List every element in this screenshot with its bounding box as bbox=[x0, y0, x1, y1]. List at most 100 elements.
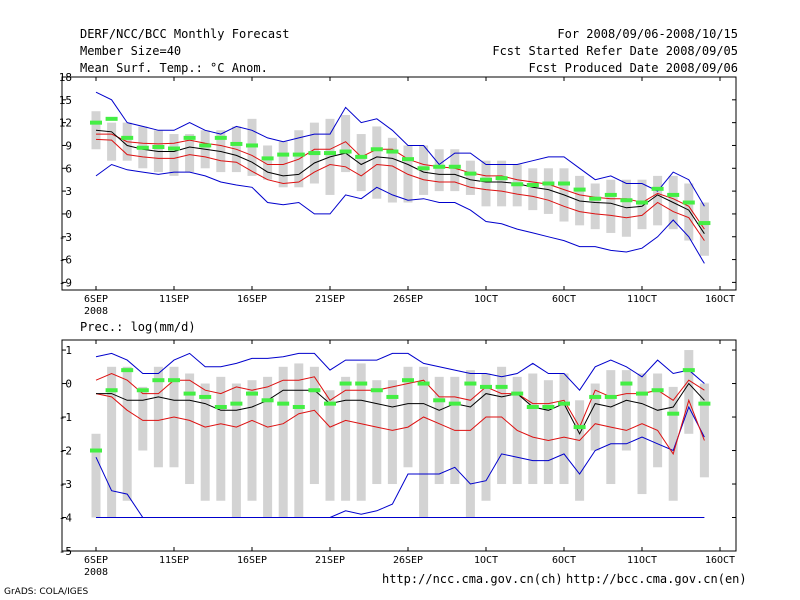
temperature-panel: -9 -6 -3 0 3 6 9 12 15 18 6SEP 11SEP 16SEP 21SEP 26SEP… bbox=[59, 71, 737, 317]
min-line bbox=[95, 163, 705, 264]
spread-box bbox=[543, 168, 553, 214]
median-marker bbox=[526, 404, 539, 409]
max-line bbox=[95, 91, 705, 207]
median-marker bbox=[136, 388, 149, 393]
spread-box bbox=[684, 183, 694, 241]
spread-box bbox=[372, 380, 382, 485]
median-marker bbox=[261, 156, 274, 161]
mean-line bbox=[95, 129, 705, 234]
median-marker bbox=[214, 404, 227, 409]
median-marker bbox=[417, 166, 430, 171]
median-marker bbox=[433, 164, 446, 169]
median-marker bbox=[573, 187, 586, 192]
spread-box bbox=[341, 376, 351, 501]
x-tick-label: 16OCT bbox=[705, 294, 735, 305]
median-marker bbox=[152, 378, 165, 383]
y-tick-label: 9 bbox=[65, 139, 72, 152]
spread-box bbox=[606, 179, 616, 233]
forecast-produced-date: Fcst Produced Date 2008/09/06 bbox=[528, 61, 738, 75]
x-tick-label: 1OCT bbox=[474, 555, 498, 566]
spread-box bbox=[91, 433, 101, 518]
median-marker bbox=[292, 152, 305, 157]
x-tick-label: 11OCT bbox=[627, 294, 657, 305]
median-marker bbox=[636, 391, 648, 396]
spread-box bbox=[653, 373, 663, 468]
x-tick-label: 26SEP bbox=[393, 294, 423, 305]
median-marker bbox=[230, 141, 243, 146]
median-marker bbox=[183, 135, 196, 140]
median-marker bbox=[542, 404, 555, 409]
median-marker bbox=[620, 198, 633, 203]
chart-title: DERF/NCC/BCC Monthly Forecast bbox=[80, 27, 290, 41]
y-tick-label: -4 bbox=[59, 512, 73, 525]
median-marker bbox=[402, 157, 414, 162]
spread-box bbox=[465, 160, 475, 195]
y-tick-label: 0 bbox=[65, 208, 72, 221]
spread-box bbox=[185, 134, 195, 173]
median-marker bbox=[698, 221, 711, 226]
ncc-url-link[interactable]: http://ncc.cma.gov.cn(ch) bbox=[382, 572, 563, 586]
median-marker bbox=[230, 401, 243, 406]
median-marker bbox=[464, 381, 477, 386]
y-tick-label: -1 bbox=[59, 411, 72, 424]
panel-title: Prec.: log(mm/d) bbox=[80, 320, 196, 334]
spread-box bbox=[590, 183, 600, 230]
grads-credit: GrADS: COLA/IGES bbox=[4, 587, 89, 597]
median-marker bbox=[386, 394, 399, 399]
spread-box bbox=[309, 366, 319, 485]
x-year-label: 2008 bbox=[84, 567, 108, 578]
median-marker bbox=[636, 200, 648, 205]
median-marker bbox=[604, 192, 617, 197]
spread-box bbox=[497, 366, 507, 485]
median-marker bbox=[573, 425, 586, 430]
spread-box bbox=[356, 363, 366, 501]
x-tick-label: 6SEP bbox=[84, 555, 108, 566]
bcc-url-link[interactable]: http://bcc.cma.gov.cn(en) bbox=[566, 572, 747, 586]
median-marker bbox=[168, 378, 180, 383]
median-marker bbox=[90, 120, 102, 125]
median-marker bbox=[324, 151, 336, 156]
spread-box bbox=[185, 373, 195, 485]
x-tick-label: 6OCT bbox=[552, 555, 576, 566]
spread-box bbox=[543, 380, 553, 485]
spread-box bbox=[653, 175, 663, 226]
median-marker bbox=[604, 394, 617, 399]
median-marker bbox=[246, 391, 258, 396]
spread-box bbox=[278, 366, 288, 518]
spread-box bbox=[263, 376, 273, 518]
y-tick-label: -6 bbox=[59, 254, 72, 267]
spread-box bbox=[341, 115, 351, 173]
spread-box bbox=[107, 366, 117, 518]
y-tick-label: 15 bbox=[59, 94, 72, 107]
forecast-started-date: Fcst Started Refer Date 2008/09/05 bbox=[492, 44, 738, 58]
median-marker bbox=[386, 149, 399, 154]
member-size-label: Member Size=40 bbox=[80, 44, 182, 58]
lower-line bbox=[95, 393, 705, 456]
median-marker bbox=[651, 388, 664, 393]
spread-box bbox=[575, 400, 585, 501]
x-tick-label: 16SEP bbox=[237, 294, 267, 305]
x-tick-label: 16OCT bbox=[705, 555, 735, 566]
y-tick-label: -5 bbox=[59, 545, 72, 558]
spread-box bbox=[294, 363, 304, 518]
median-marker bbox=[495, 176, 508, 181]
y-tick-label: 6 bbox=[65, 162, 72, 175]
median-marker bbox=[480, 384, 492, 389]
y-tick-label: 1 bbox=[65, 344, 72, 357]
median-marker bbox=[402, 378, 414, 383]
lower-line bbox=[95, 138, 705, 241]
x-tick-label: 11SEP bbox=[159, 555, 189, 566]
median-marker bbox=[121, 135, 134, 140]
y-tick-label: 18 bbox=[59, 71, 72, 84]
x-tick-label: 11OCT bbox=[627, 555, 657, 566]
plot-frame bbox=[61, 76, 737, 291]
median-marker bbox=[542, 181, 555, 186]
median-marker bbox=[105, 388, 118, 393]
y-tick-label: -3 bbox=[59, 231, 72, 244]
median-marker bbox=[511, 182, 524, 187]
x-year-label: 2008 bbox=[84, 306, 108, 317]
median-marker bbox=[589, 394, 602, 399]
median-marker bbox=[168, 146, 180, 151]
spread-box bbox=[153, 366, 163, 468]
